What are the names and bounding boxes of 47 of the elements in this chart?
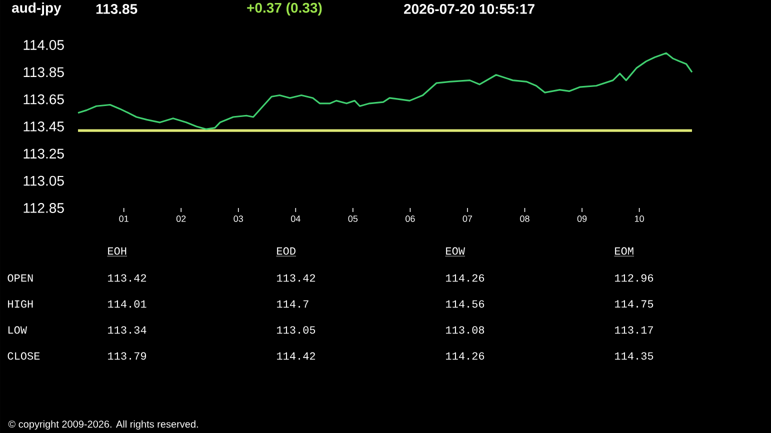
category-label: EOM (615, 247, 634, 255)
text: 113.17 (615, 326, 653, 334)
text: 113.85 (96, 4, 138, 14)
x-tick-label: 08 (520, 216, 530, 222)
text: © copyright 2009-2026. All rights reserved. (8, 420, 198, 430)
text: 114.42 (277, 352, 316, 360)
category-label: OPEN (8, 274, 33, 282)
text: 113.79 (108, 352, 146, 360)
x-tick-label: 10 (634, 216, 644, 222)
x-tick-label: 05 (348, 216, 358, 222)
text: 114.56 (446, 300, 484, 308)
text: 114.35 (615, 352, 654, 360)
y-tick-label: 114.05 (24, 40, 64, 50)
text: +0.37 (0.33) (247, 2, 322, 16)
chart-title: aud-jpy (12, 2, 62, 16)
y-tick-label: 113.85 (24, 67, 64, 78)
category-label: EOD (277, 247, 296, 255)
text: 2026-07-20 10:55:17 (404, 4, 534, 14)
category-label: CLOSE (8, 352, 40, 360)
x-tick-label: 06 (406, 216, 415, 222)
x-tick-label: 07 (462, 216, 472, 222)
x-tick-label: 02 (176, 216, 186, 222)
text: 113.42 (108, 274, 146, 282)
category-label: HIGH (8, 300, 33, 308)
text: 114.26 (446, 352, 484, 360)
y-tick-label: 113.65 (24, 94, 64, 104)
y-tick-label: 113.25 (24, 148, 64, 159)
category-label: EOW (446, 247, 465, 255)
text: 114.01 (108, 300, 146, 308)
y-tick-label: 113.45 (24, 122, 64, 132)
text: 112.96 (615, 274, 654, 282)
text: 113.05 (277, 326, 316, 334)
text: 113.34 (108, 326, 146, 334)
category-label: EOH (108, 247, 126, 255)
text: 113.42 (277, 274, 316, 282)
text: 114.26 (446, 274, 484, 282)
text: 114.75 (615, 300, 654, 308)
x-tick-label: 01 (119, 216, 128, 222)
y-tick-label: 112.85 (24, 203, 64, 213)
x-tick-label: 04 (290, 216, 300, 222)
x-tick-label: 09 (577, 216, 587, 222)
category-label: LOW (8, 326, 27, 334)
text: 114.7 (277, 300, 308, 308)
line-series (77, 52, 693, 130)
text: 113.08 (446, 326, 484, 334)
y-tick-label: 113.05 (24, 176, 64, 186)
x-tick-label: 03 (234, 216, 243, 222)
